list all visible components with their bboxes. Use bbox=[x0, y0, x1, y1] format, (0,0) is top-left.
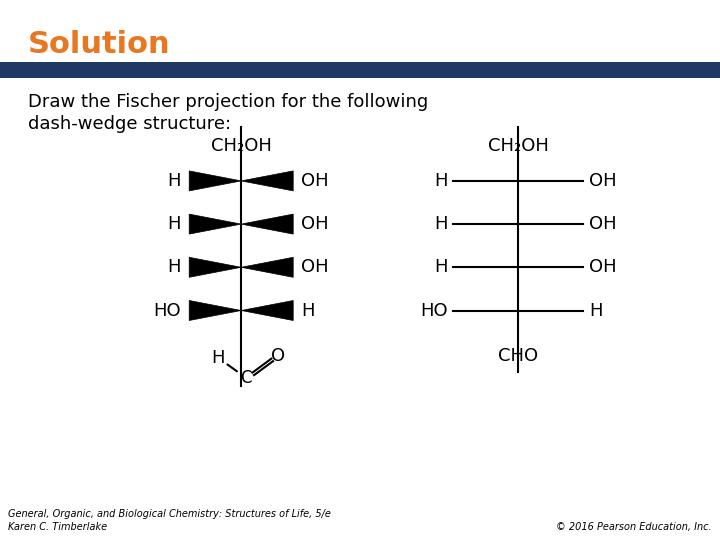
Text: HO: HO bbox=[153, 301, 181, 320]
Text: OH: OH bbox=[590, 172, 617, 190]
Text: C: C bbox=[240, 369, 252, 387]
Text: Solution: Solution bbox=[28, 30, 171, 59]
Text: H: H bbox=[434, 215, 447, 233]
Text: H: H bbox=[434, 258, 447, 276]
Polygon shape bbox=[241, 300, 293, 321]
Text: OH: OH bbox=[590, 215, 617, 233]
Text: H: H bbox=[590, 301, 603, 320]
Text: CH₂OH: CH₂OH bbox=[488, 137, 549, 156]
Text: OH: OH bbox=[301, 172, 329, 190]
Polygon shape bbox=[189, 214, 241, 234]
Text: O: O bbox=[271, 347, 285, 365]
Text: H: H bbox=[301, 301, 315, 320]
Polygon shape bbox=[189, 171, 241, 191]
Text: OH: OH bbox=[301, 215, 329, 233]
Text: H: H bbox=[168, 172, 181, 190]
Polygon shape bbox=[241, 257, 293, 278]
Text: H: H bbox=[212, 349, 225, 367]
Text: CH₂OH: CH₂OH bbox=[211, 137, 271, 156]
Text: dash-wedge structure:: dash-wedge structure: bbox=[28, 115, 231, 133]
Text: General, Organic, and Biological Chemistry: Structures of Life, 5/e
Karen C. Tim: General, Organic, and Biological Chemist… bbox=[8, 509, 331, 532]
Polygon shape bbox=[189, 257, 241, 278]
Polygon shape bbox=[241, 214, 293, 234]
Text: H: H bbox=[168, 215, 181, 233]
Polygon shape bbox=[241, 171, 293, 191]
Text: OH: OH bbox=[590, 258, 617, 276]
Text: H: H bbox=[434, 172, 447, 190]
Text: CHO: CHO bbox=[498, 347, 539, 365]
Bar bbox=[0, 62, 720, 78]
Text: HO: HO bbox=[420, 301, 447, 320]
Polygon shape bbox=[189, 300, 241, 321]
Text: H: H bbox=[168, 258, 181, 276]
Text: Draw the Fischer projection for the following: Draw the Fischer projection for the foll… bbox=[28, 93, 428, 111]
Text: © 2016 Pearson Education, Inc.: © 2016 Pearson Education, Inc. bbox=[557, 522, 712, 532]
Text: OH: OH bbox=[301, 258, 329, 276]
